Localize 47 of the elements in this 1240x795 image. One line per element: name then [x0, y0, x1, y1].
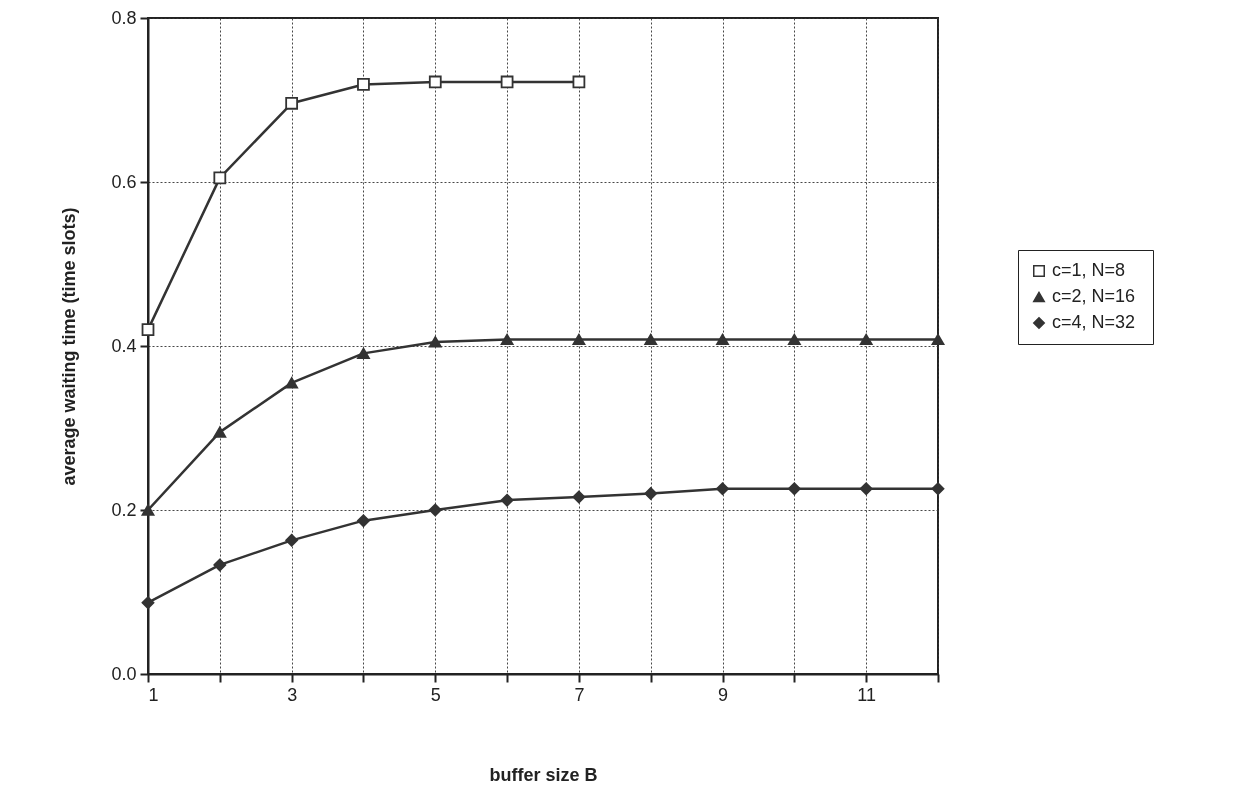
point: [213, 558, 227, 572]
point: [931, 482, 945, 496]
point: [859, 482, 873, 496]
point: [141, 504, 155, 516]
point: [285, 533, 299, 547]
y-tick-label: 0.0: [111, 663, 137, 684]
point: [213, 426, 227, 438]
x-tick-label: 9: [718, 684, 729, 705]
point: [572, 75, 586, 89]
x-tick-label: 1: [148, 684, 159, 705]
point: [357, 514, 370, 528]
point: [500, 493, 514, 507]
legend-label: c=1, N=8: [1052, 260, 1126, 280]
y-tick-label: 0.6: [111, 171, 137, 192]
point: [213, 171, 227, 185]
point: [716, 333, 729, 346]
point: [141, 323, 155, 336]
x-tick-label: 3: [287, 684, 298, 705]
point: [500, 75, 514, 89]
x-tick-label: 5: [430, 684, 441, 705]
point: [141, 596, 155, 610]
point: [285, 96, 299, 110]
point: [787, 333, 801, 346]
point: [644, 333, 658, 346]
point: [572, 333, 586, 346]
point: [500, 333, 514, 346]
y-tick-label: 0.2: [111, 499, 137, 520]
y-axis-title: average waiting time (time slots): [59, 207, 80, 486]
y-tick-label: 0.4: [111, 335, 137, 356]
point: [787, 482, 801, 496]
x-tick-label: 7: [574, 684, 585, 705]
x-tick-label: 11: [857, 684, 877, 705]
point: [357, 347, 370, 360]
point: [572, 490, 586, 504]
point: [931, 333, 945, 346]
point: [428, 503, 442, 517]
point: [859, 333, 873, 346]
point: [428, 336, 442, 348]
y-tick-label: 0.8: [111, 7, 137, 28]
x-axis-title: buffer size B: [489, 764, 598, 785]
point: [428, 75, 442, 89]
legend-label: c=2, N=16: [1052, 286, 1136, 306]
legend-label: c=4, N=32: [1052, 312, 1136, 332]
point: [644, 487, 658, 500]
point: [357, 78, 370, 91]
point: [716, 482, 729, 496]
point: [285, 377, 299, 389]
